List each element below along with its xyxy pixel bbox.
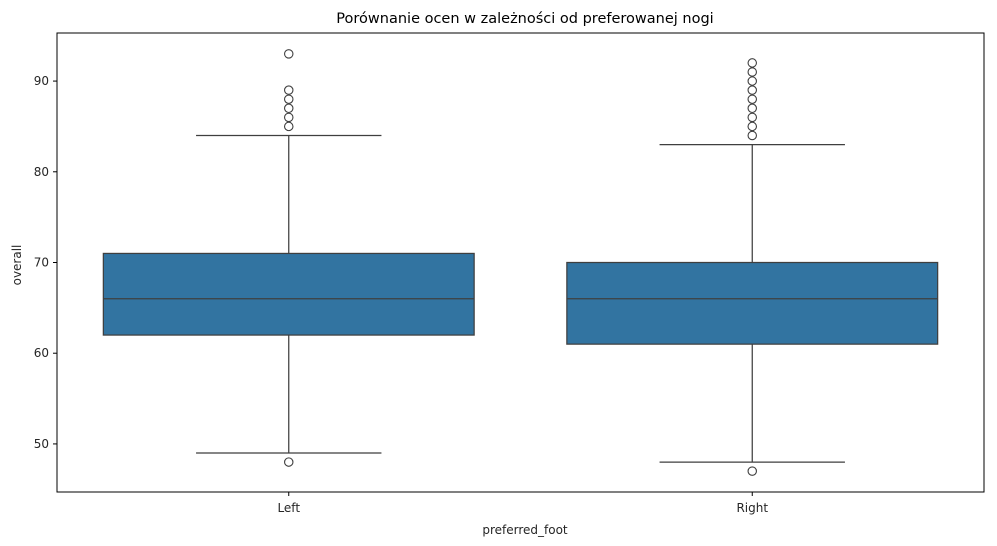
outlier-point bbox=[747, 94, 757, 104]
x-tick-label: Left bbox=[277, 501, 300, 515]
outlier-point bbox=[283, 85, 294, 95]
outlier-point bbox=[283, 457, 294, 467]
plot-area bbox=[56, 32, 985, 493]
y-tick-label: 90 bbox=[34, 74, 49, 88]
outlier-point bbox=[747, 76, 757, 86]
box-iqr bbox=[566, 261, 939, 345]
outlier-point bbox=[747, 112, 757, 123]
y-axis: 50 60 70 80 90 bbox=[34, 74, 57, 451]
outlier-point bbox=[747, 121, 757, 132]
y-tick-label: 70 bbox=[34, 256, 49, 270]
outlier-point bbox=[283, 94, 294, 104]
outlier-point bbox=[747, 85, 757, 95]
outlier-point bbox=[747, 466, 757, 476]
chart-title: Porównanie ocen w zależności od preferow… bbox=[336, 11, 713, 27]
box-iqr bbox=[102, 252, 475, 336]
outlier-point bbox=[283, 121, 294, 132]
outlier-point bbox=[283, 103, 294, 114]
x-axis: Left Right bbox=[277, 492, 768, 515]
box-group-right bbox=[566, 58, 939, 476]
y-axis-label: overall bbox=[10, 245, 24, 286]
x-axis-label: preferred_foot bbox=[482, 523, 568, 537]
x-tick-label: Right bbox=[736, 501, 768, 515]
y-tick-label: 80 bbox=[34, 165, 49, 179]
outlier-point bbox=[747, 58, 757, 68]
outlier-point bbox=[283, 49, 294, 59]
outlier-point bbox=[747, 130, 757, 141]
outlier-point bbox=[747, 67, 757, 77]
outlier-point bbox=[283, 112, 294, 123]
y-tick-label: 50 bbox=[34, 437, 49, 451]
box-group-left bbox=[102, 49, 475, 467]
y-tick-label: 60 bbox=[34, 346, 49, 360]
outlier-point bbox=[747, 103, 757, 114]
